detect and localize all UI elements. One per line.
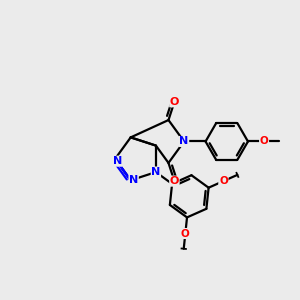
Text: O: O [260,136,268,146]
Text: N: N [113,156,122,166]
Text: N: N [151,167,160,177]
Text: N: N [129,175,138,185]
Text: O: O [181,229,190,238]
Text: O: O [170,176,179,186]
Text: O: O [219,176,228,186]
Text: O: O [260,136,268,146]
Text: O: O [181,229,190,238]
Text: O: O [170,97,179,107]
Text: O: O [219,176,228,186]
Text: N: N [179,136,189,146]
